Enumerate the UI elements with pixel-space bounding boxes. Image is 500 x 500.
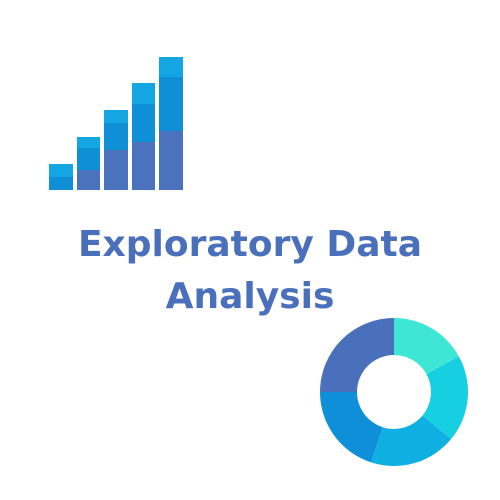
bar-segment	[132, 104, 155, 142]
bar-column	[104, 110, 128, 190]
bar-column	[132, 83, 155, 190]
bar-column	[49, 164, 73, 190]
bar-segment	[77, 137, 100, 148]
bar-segment	[77, 148, 100, 170]
donut-segment	[371, 415, 452, 466]
bar-segment	[49, 177, 73, 190]
donut-segment	[320, 392, 383, 463]
bar-segment	[159, 57, 183, 77]
bar-segment	[104, 110, 128, 123]
bar-segment	[77, 170, 100, 190]
donut-segment	[394, 318, 459, 375]
donut-segment	[320, 318, 394, 392]
bar-segment	[159, 77, 183, 131]
bar-segment	[104, 123, 128, 150]
bar-segment	[49, 164, 73, 177]
title-line-1: Exploratory Data	[77, 224, 423, 265]
bar-segment	[159, 131, 183, 190]
bar-segment	[132, 142, 155, 190]
donut-segment	[422, 356, 468, 440]
title-line-2: Analysis	[165, 276, 335, 317]
bar-segment	[132, 83, 155, 104]
bar-column	[159, 57, 183, 190]
bar-column	[77, 137, 100, 190]
bar-segment	[104, 150, 128, 190]
